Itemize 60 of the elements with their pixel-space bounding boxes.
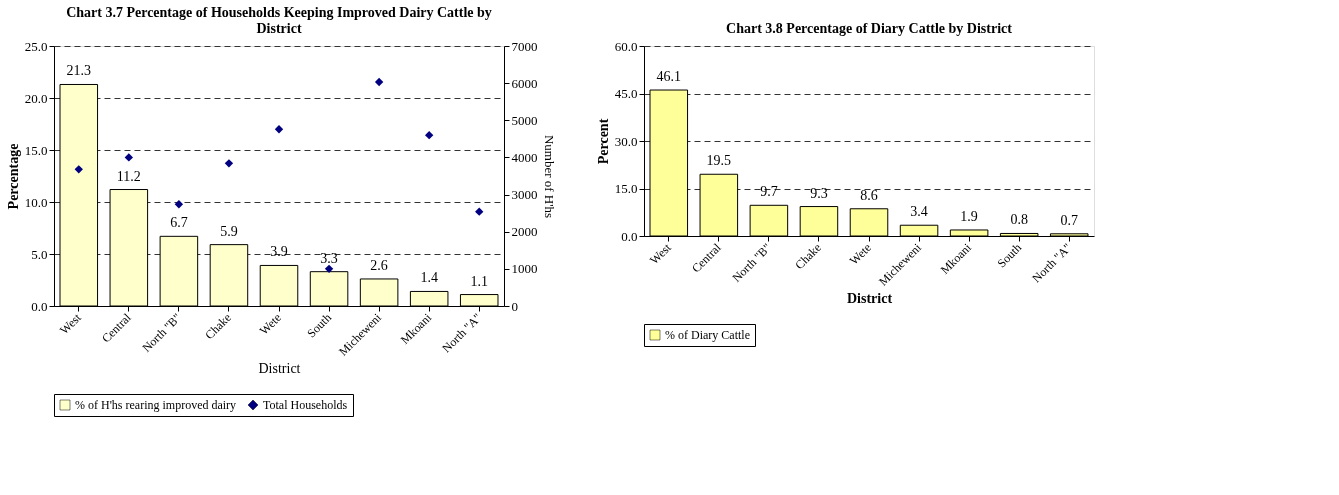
y-tick-label: 60.0 [614, 38, 638, 54]
data-label: 11.2 [116, 168, 141, 184]
data-label: 9.3 [810, 185, 828, 201]
data-label: 1.4 [420, 270, 438, 286]
chart-title: Chart 3.8 Percentage of Diary Cattle by District [726, 21, 1013, 36]
y-tick-label: 20.0 [24, 90, 48, 106]
y-tick-label: 5.0 [31, 246, 48, 262]
x-axis-title: District [846, 290, 893, 306]
y2-tick-label: 2000 [511, 224, 538, 240]
data-label: 0.8 [1010, 212, 1028, 228]
y-axis-title: Percentage [5, 143, 21, 210]
x-tick-label: West [57, 310, 85, 338]
x-tick-label: Wete [846, 240, 874, 268]
y2-tick-label: 3000 [511, 187, 538, 203]
y-tick-label: 25.0 [24, 38, 48, 54]
data-label: 46.1 [656, 69, 682, 85]
data-label: 0.7 [1060, 212, 1078, 228]
data-label: 6.7 [170, 215, 188, 231]
legend-label: Total Households [263, 398, 348, 412]
y2-tick-label: 7000 [511, 38, 538, 54]
y2-tick-label: 1000 [511, 261, 538, 277]
y2-axis-title: Number of H'hs [541, 134, 557, 219]
y-tick-label: 15.0 [24, 142, 48, 158]
legend-label: % of H'hs rearing improved dairy [75, 398, 237, 412]
y2-tick-label: 6000 [511, 75, 538, 91]
data-label: 3.9 [270, 244, 288, 260]
point [475, 207, 484, 216]
y-tick-label: 0.0 [621, 228, 638, 244]
y-tick-label: 10.0 [24, 194, 48, 210]
legend-label: % of Diary Cattle [665, 328, 750, 342]
point [74, 165, 83, 174]
y-tick-label: 45.0 [614, 86, 638, 101]
y-tick-label: 0.0 [31, 298, 48, 314]
x-tick-label: Wete [256, 310, 284, 338]
data-label: 8.6 [860, 187, 878, 203]
point [374, 77, 384, 87]
data-label: 1.1 [470, 273, 488, 289]
chart-title: Chart 3.7 Percentage of Households Keeping Improved Dairy Cattle by District [66, 5, 492, 36]
x-axis-title: District [258, 360, 301, 376]
point [174, 200, 184, 209]
y2-tick-label: 0 [511, 298, 518, 314]
y2-tick-label: 4000 [511, 149, 538, 165]
x-tick-label: West [647, 240, 675, 268]
y-tick-label: 15.0 [614, 181, 638, 196]
point [124, 153, 134, 162]
data-label: 19.5 [706, 153, 732, 169]
data-label: 2.6 [370, 257, 388, 273]
data-label: 3.3 [320, 250, 338, 266]
data-label: 3.4 [910, 204, 928, 220]
point [274, 125, 284, 134]
data-label: 1.9 [960, 208, 978, 224]
data-label: 5.9 [220, 223, 238, 239]
point [324, 264, 334, 274]
data-label: 21.3 [66, 63, 92, 79]
y-axis-title: Percent [595, 118, 611, 165]
point [424, 130, 434, 140]
y2-tick-label: 5000 [511, 112, 538, 128]
data-label: 9.7 [760, 184, 778, 200]
point [224, 159, 234, 168]
y-tick-label: 30.0 [614, 133, 638, 149]
